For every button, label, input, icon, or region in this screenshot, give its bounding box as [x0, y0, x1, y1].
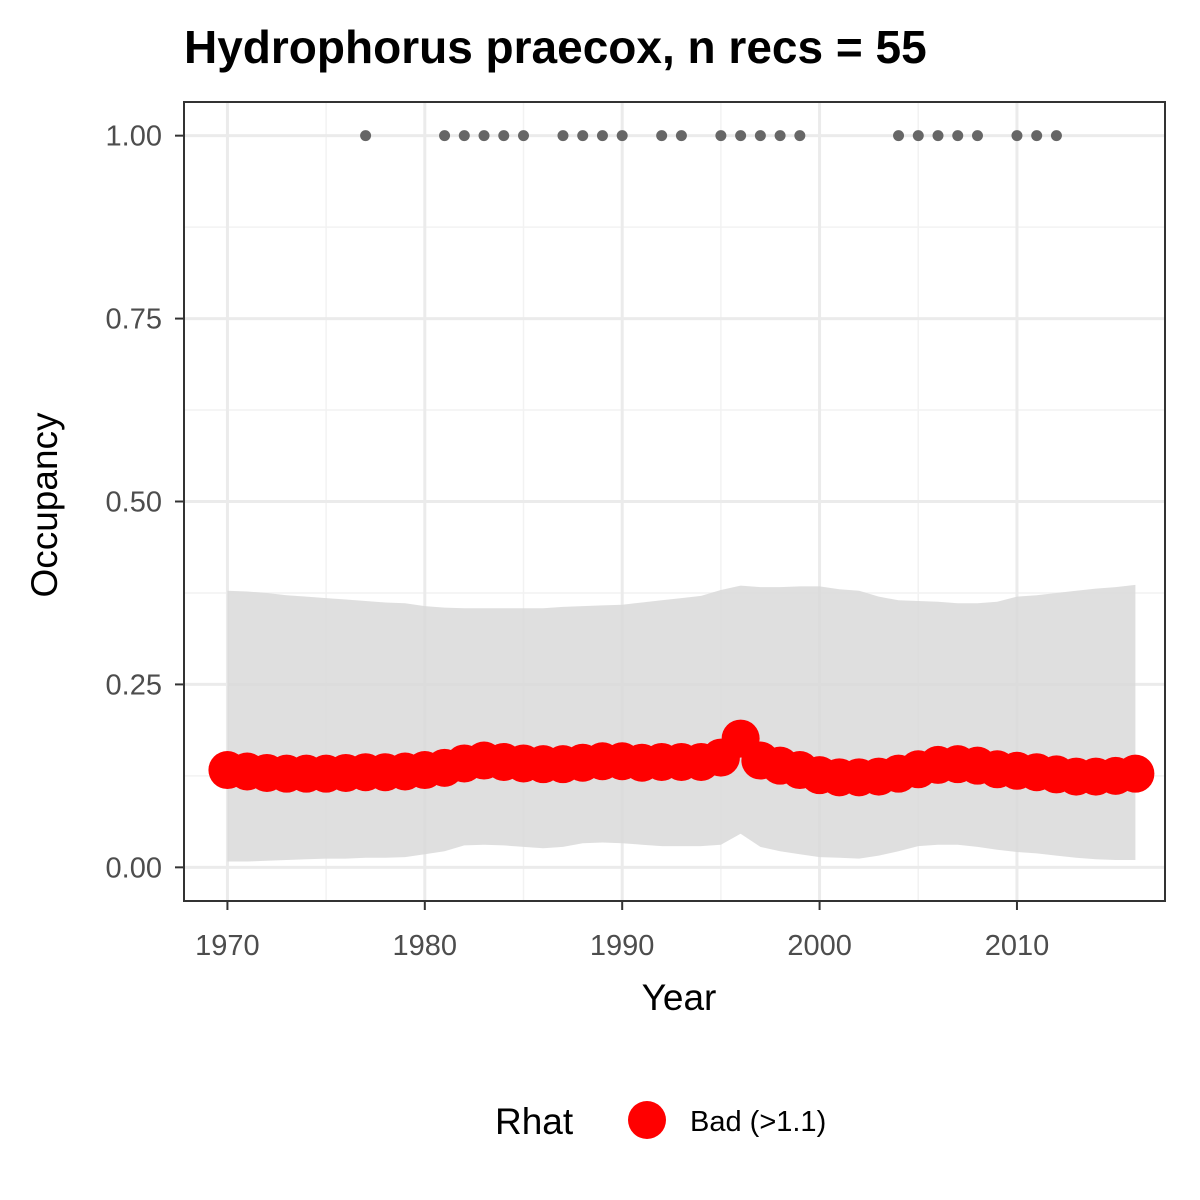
record-point — [1011, 130, 1023, 142]
x-tick-label: 2000 — [787, 930, 852, 962]
record-point — [675, 130, 687, 142]
record-point — [971, 130, 983, 142]
record-point — [360, 130, 372, 142]
record-point — [577, 130, 589, 142]
y-tick-label: 0.75 — [106, 304, 162, 336]
occupancy-point — [1116, 754, 1155, 793]
y-tick-label: 0.50 — [106, 487, 162, 519]
x-axis-title: Year — [642, 977, 717, 1018]
record-point — [616, 130, 628, 142]
y-tick-label: 1.00 — [106, 121, 162, 153]
x-tick-label: 1970 — [195, 930, 260, 962]
confidence-ribbon — [227, 584, 1136, 862]
legend-title: Rhat — [495, 1101, 574, 1142]
record-point — [952, 130, 964, 142]
record-point — [518, 130, 530, 142]
series-layer — [208, 719, 1155, 797]
record-point — [794, 130, 806, 142]
record-point — [893, 130, 905, 142]
record-point — [774, 130, 786, 142]
record-point — [912, 130, 924, 142]
y-axis-title: Occupancy — [24, 412, 65, 598]
record-point — [1031, 130, 1043, 142]
record-point — [557, 130, 569, 142]
x-tick-label: 1980 — [393, 930, 458, 962]
record-point — [656, 130, 668, 142]
record-point — [498, 130, 510, 142]
record-point — [715, 130, 727, 142]
record-point — [439, 130, 451, 142]
confidence-ribbon-layer — [227, 584, 1136, 862]
legend: Rhat Bad (>1.1) — [495, 1101, 826, 1142]
y-axis: 0.00 0.25 0.50 0.75 1.00 — [106, 121, 184, 884]
x-tick-label: 2010 — [985, 930, 1050, 962]
legend-key-bad — [628, 1101, 666, 1139]
chart-title: Hydrophorus praecox, n recs = 55 — [184, 21, 927, 73]
record-point — [1050, 130, 1062, 142]
record-point — [932, 130, 944, 142]
record-point — [754, 130, 766, 142]
record-point — [458, 130, 470, 142]
y-tick-label: 0.25 — [106, 669, 162, 701]
records-layer — [360, 130, 1062, 142]
x-tick-label: 1990 — [590, 930, 655, 962]
record-point — [596, 130, 608, 142]
record-point — [735, 130, 747, 142]
x-axis: 1970 1980 1990 2000 2010 — [195, 901, 1049, 962]
record-point — [478, 130, 490, 142]
legend-label-bad: Bad (>1.1) — [690, 1106, 826, 1138]
y-tick-label: 0.00 — [106, 852, 162, 884]
